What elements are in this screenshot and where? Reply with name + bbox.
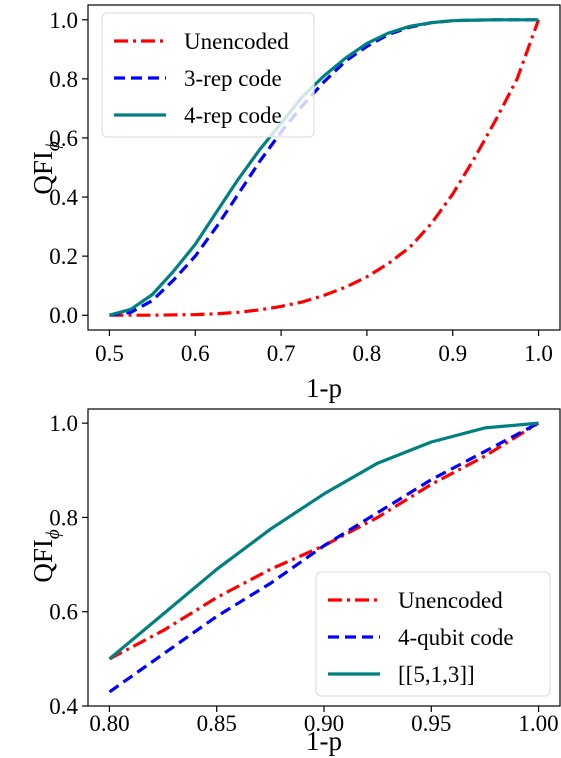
legend-box <box>101 12 315 138</box>
series-line-1 <box>108 421 540 661</box>
y-tick-label: 0.4 <box>49 694 78 719</box>
legend: Unencoded 3-rep code 4-rep code <box>101 12 315 138</box>
legend-label-1: Unencoded <box>184 29 289 54</box>
y-tick-label: 0.6 <box>49 126 78 151</box>
x-tick-label: 0.8 <box>353 341 382 366</box>
x-axis-title: 1-p <box>306 373 342 403</box>
y-tick-label: 0.8 <box>49 505 78 530</box>
series-line-2 <box>108 421 540 694</box>
y-tick-label: 0.6 <box>49 600 78 625</box>
y-tick-label: 0.0 <box>49 303 78 328</box>
x-tick-label: 0.80 <box>89 711 129 736</box>
plot-frame <box>87 4 561 331</box>
x-tick-label: 0.7 <box>267 341 296 366</box>
y-tick-label: 0.8 <box>49 67 78 92</box>
chart-2: 0.80 0.85 0.90 0.95 1.00 0.4 0.6 0.8 1.0 1-p QFIϕ U… <box>28 408 561 756</box>
y-tick-label: 0.2 <box>49 244 78 269</box>
legend-label-3: [[5,1,3]] <box>398 662 475 687</box>
x-tick-label: 1.00 <box>518 711 558 736</box>
y-tick-label: 1.0 <box>49 411 78 436</box>
legend-label-2: 4-qubit code <box>398 625 514 650</box>
legend-label-1: Unencoded <box>398 588 503 613</box>
x-tick-label: 1.0 <box>524 341 553 366</box>
chart-1: 0.5 0.6 0.7 0.8 0.9 1.0 0.0 0.2 0.4 0.6 0.8 1.0 1-p Q… <box>28 4 561 403</box>
x-tick-label: 0.5 <box>95 341 124 366</box>
y-axis-title: QFIϕ <box>28 529 64 583</box>
legend-label-3: 4-rep code <box>184 103 282 128</box>
y-tick-label: 1.0 <box>49 8 78 33</box>
series-line-1 <box>109 19 541 317</box>
y-axis-title: QFIϕ <box>28 141 64 195</box>
legend: Unencoded 4-qubit code [[5,1,3]] <box>315 571 551 697</box>
y-tick-label: 0.4 <box>49 185 78 210</box>
series-line-3 <box>108 421 539 661</box>
x-tick-label: 0.6 <box>181 341 210 366</box>
x-axis-title: 1-p <box>306 726 342 756</box>
series-line-3 <box>109 18 539 317</box>
x-tick-label: 0.90 <box>304 711 344 736</box>
x-tick-label: 0.9 <box>438 341 467 366</box>
x-tick-label: 0.95 <box>411 711 451 736</box>
legend-label-2: 3-rep code <box>184 66 282 91</box>
legend-box <box>315 571 551 697</box>
x-tick-label: 0.85 <box>197 711 237 736</box>
